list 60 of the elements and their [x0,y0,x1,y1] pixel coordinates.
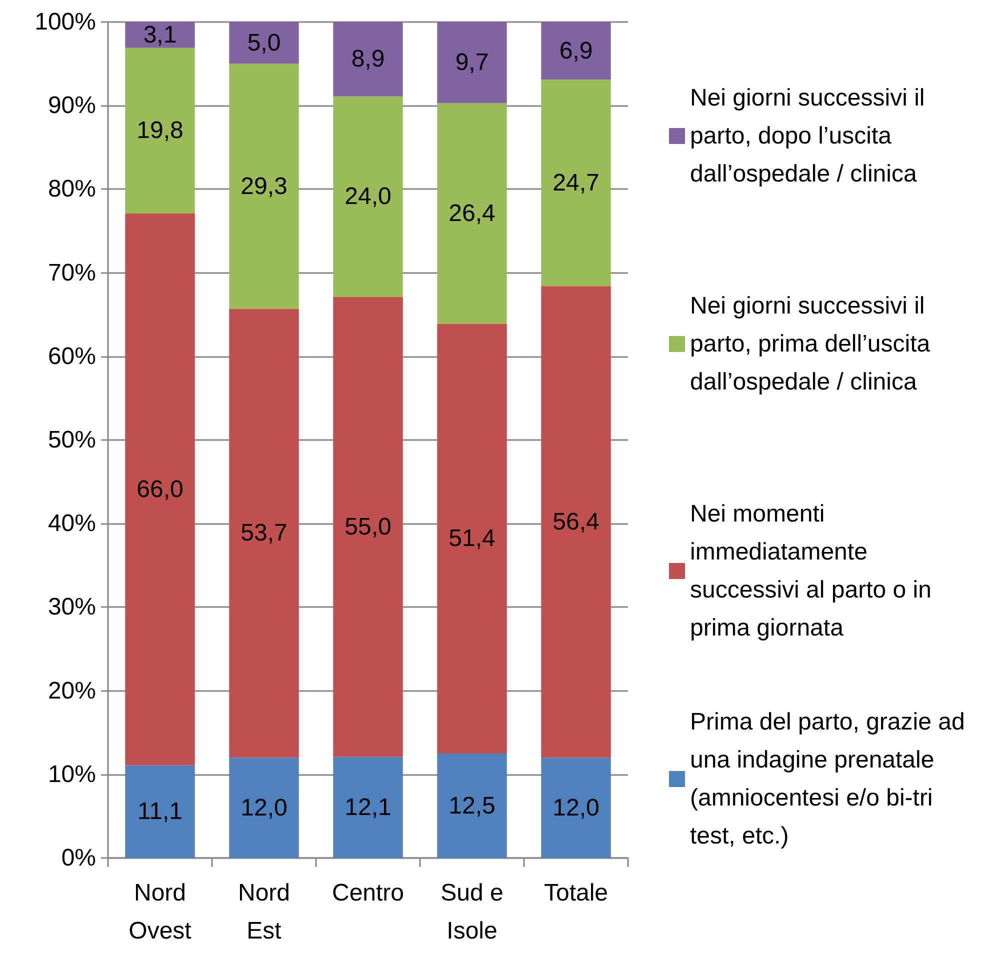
bar [125,213,195,766]
data-label: 12,5 [448,792,496,820]
data-label: 3,1 [143,21,177,48]
data-label: 53,7 [240,520,288,547]
y-tick-label: 30% [48,594,96,621]
legend-label: Nei momenti immediatamente successivi al parto o in prima giornata [690,500,932,642]
data-label: 24,7 [552,169,600,196]
bar [125,765,195,858]
x-tick-label: Sud e Isole [440,880,504,944]
bar [229,64,299,309]
bar [229,308,299,758]
legend-label: Prima del parto, grazie ad una indagine prenatale (amniocentesi e/o bi-tri test, etc.) [690,708,965,850]
y-tick-label: 100% [34,8,96,36]
bar [437,754,507,858]
y-tick-label: 60% [48,342,96,370]
x-tick-label: Totale [544,880,608,906]
data-label: 55,0 [344,513,392,540]
bar [333,756,403,858]
data-label: 8,9 [351,46,385,73]
data-label: 66,0 [136,476,184,503]
data-label: 6,9 [559,37,593,64]
x-tick-label: Centro [332,880,404,906]
y-tick-label: 20% [48,677,96,704]
bar [333,96,403,298]
data-label: 24,0 [344,183,392,210]
x-tick-label: Nord Ovest [128,880,192,944]
y-tick-label: 10% [48,760,96,788]
legend-label: Nei giorni successivi il parto, dopo l’uscita dall’ospedale / clinica [690,84,925,188]
y-tick-label: 80% [48,176,96,203]
legend-label: Nei giorni successivi il parto, prima dell’uscita dall’ospedale / clinica [690,292,931,396]
data-label: 51,4 [448,525,496,552]
bar [541,22,611,80]
bar [541,80,611,286]
y-tick-label: 90% [48,92,96,120]
x-tick-label: Nord Est [238,880,290,944]
data-label: 12,0 [240,794,288,822]
data-label: 12,0 [552,794,600,822]
bar [437,324,507,754]
data-label: 9,7 [455,49,489,76]
bar [333,22,403,96]
bar [229,22,299,64]
bar [437,103,507,324]
data-label: 11,1 [138,798,182,826]
data-label: 5,0 [247,29,281,56]
data-label: 26,4 [448,200,496,227]
bar [125,48,195,214]
bar [125,22,195,48]
bar [229,758,299,858]
bar [437,22,507,104]
bar [333,297,403,757]
data-label: 56,4 [552,508,600,536]
y-tick-label: 70% [48,259,96,286]
y-tick-label: 0% [61,844,96,872]
data-label: 12,1 [344,794,392,821]
bar [541,758,611,858]
data-label: 19,8 [136,117,184,144]
bar [541,286,611,758]
data-label: 29,3 [240,172,288,200]
y-tick-label: 40% [48,510,96,538]
y-tick-label: 50% [48,426,96,454]
